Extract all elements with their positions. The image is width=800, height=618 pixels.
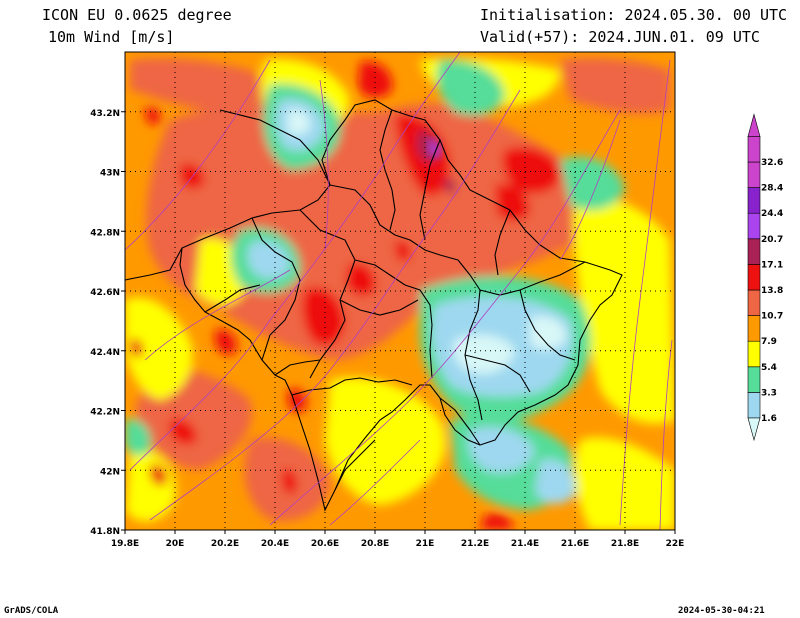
colorbar-label: 32.6 [761,158,783,168]
colorbar-label: 10.7 [761,312,783,322]
colorbar: 1.6 3.3 5.4 7.9 10.7 13.8 17.1 20.7 24.4 28.4 32.6 [747,113,783,442]
colorbar-segment [747,161,761,188]
colorbar-segment [747,366,761,393]
lon-tick-label: 21E [416,539,435,549]
colorbar-segment [747,340,761,368]
colorbar-label: 13.8 [761,286,783,296]
colorbar-segment [747,136,761,163]
variable-title: 10m Wind [m/s] [48,28,175,46]
colorbar-label: 3.3 [761,388,777,398]
lon-tick-label: 19.8E [111,539,139,549]
colorbar-label: 28.4 [761,184,783,194]
administrative-borders [125,99,623,512]
colorbar-label: 24.4 [761,209,783,219]
model-title: ICON EU 0.0625 degree [42,6,232,24]
lon-tick-label: 20.2E [211,539,239,549]
lon-tick-label: 20.6E [311,539,339,549]
grads-credit: GrADS/COLA [4,606,59,616]
colorbar-segment [747,264,761,291]
lat-tick-label: 43.2N [90,109,120,119]
lon-tick-label: 20E [166,539,185,549]
colorbar-label: 5.4 [761,363,777,373]
lon-tick-label: 21.4E [511,539,539,549]
colorbar-segment [747,238,761,265]
lat-tick-label: 42.6N [90,288,120,298]
longitude-tick-labels: 19.8E 20E 20.2E 20.4E 20.6E 20.8E 21E 21.2E 21.4… [111,530,685,549]
graticule-grid [125,52,675,530]
lon-tick-label: 20.8E [361,539,389,549]
latitude-tick-labels: 43.2N 43N 42.8N 42.6N 42.4N 42.2N 42N 41.8N [90,109,125,537]
valid-time: Valid(+57): 2024.JUN.01. 09 UTC [480,28,760,46]
lat-tick-label: 42.8N [90,228,120,238]
lat-tick-label: 43N [100,169,120,179]
colorbar-lower-arrow [747,417,761,442]
colorbar-segment [747,289,761,316]
lat-tick-label: 42N [100,467,120,477]
colorbar-upper-arrow [747,113,761,137]
lon-tick-label: 21.2E [461,539,489,549]
creation-timestamp: 2024-05-30-04:21 [678,606,765,616]
lon-tick-label: 20.4E [261,539,289,549]
colorbar-label: 17.1 [761,260,783,270]
colorbar-segment [747,212,761,240]
lat-tick-label: 42.4N [90,348,120,358]
lat-tick-label: 41.8N [90,527,120,537]
colorbar-segment [747,315,761,342]
lat-tick-label: 42.2N [90,408,120,418]
colorbar-label: 20.7 [761,235,783,245]
colorbar-label: 1.6 [761,414,777,424]
colorbar-segment [747,392,761,419]
lon-tick-label: 21.8E [611,539,639,549]
lon-tick-label: 21.6E [561,539,589,549]
initialisation-time: Initialisation: 2024.05.30. 00 UTC [480,6,788,24]
lon-tick-label: 22E [666,539,685,549]
colorbar-label: 7.9 [761,337,777,347]
colorbar-segment [747,187,761,214]
